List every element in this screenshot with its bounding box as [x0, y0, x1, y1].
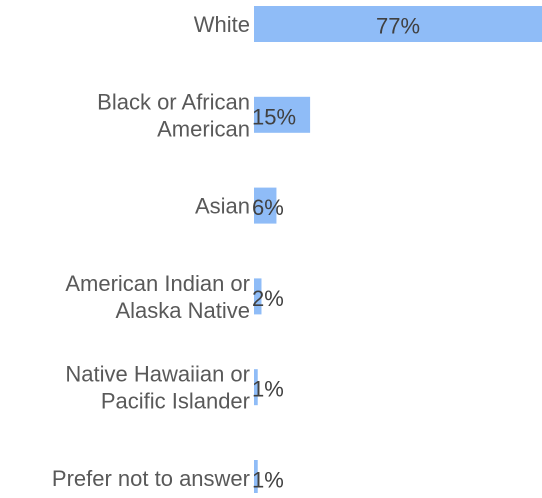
data-label-2: 6%: [252, 195, 284, 220]
data-label-5: 1%: [252, 468, 284, 493]
bar-0: [254, 6, 542, 42]
category-label-line: White: [194, 12, 250, 37]
category-label-0: White: [194, 12, 250, 37]
data-label-1: 15%: [252, 104, 296, 129]
category-label-line: Pacific Islander: [101, 388, 250, 413]
category-label-4: Native Hawaiian or Pacific Islander: [65, 361, 250, 413]
bar-5: [254, 460, 258, 496]
data-label-4: 1%: [252, 377, 284, 402]
category-label-line: American Indian or: [65, 270, 250, 295]
data-label-3: 2%: [252, 286, 284, 311]
category-label-2: Asian: [195, 193, 250, 218]
category-label-line: Black or African: [97, 89, 250, 114]
category-label-line: Prefer not to answer: [52, 466, 250, 491]
category-label-line: Native Hawaiian or: [65, 361, 250, 386]
bar-1: [254, 96, 311, 133]
bar-2: [254, 187, 277, 224]
category-label-line: Alaska Native: [115, 297, 250, 322]
category-label-3: American Indian or Alaska Native: [65, 270, 250, 322]
bar-4: [254, 369, 258, 406]
category-label-1: Black or African American: [97, 89, 250, 141]
bar-3: [254, 278, 262, 315]
data-label-0: 77%: [376, 14, 420, 39]
category-label-line: Asian: [195, 193, 250, 218]
category-label-line: American: [157, 116, 250, 141]
category-label-5: Prefer not to answer: [52, 466, 250, 491]
